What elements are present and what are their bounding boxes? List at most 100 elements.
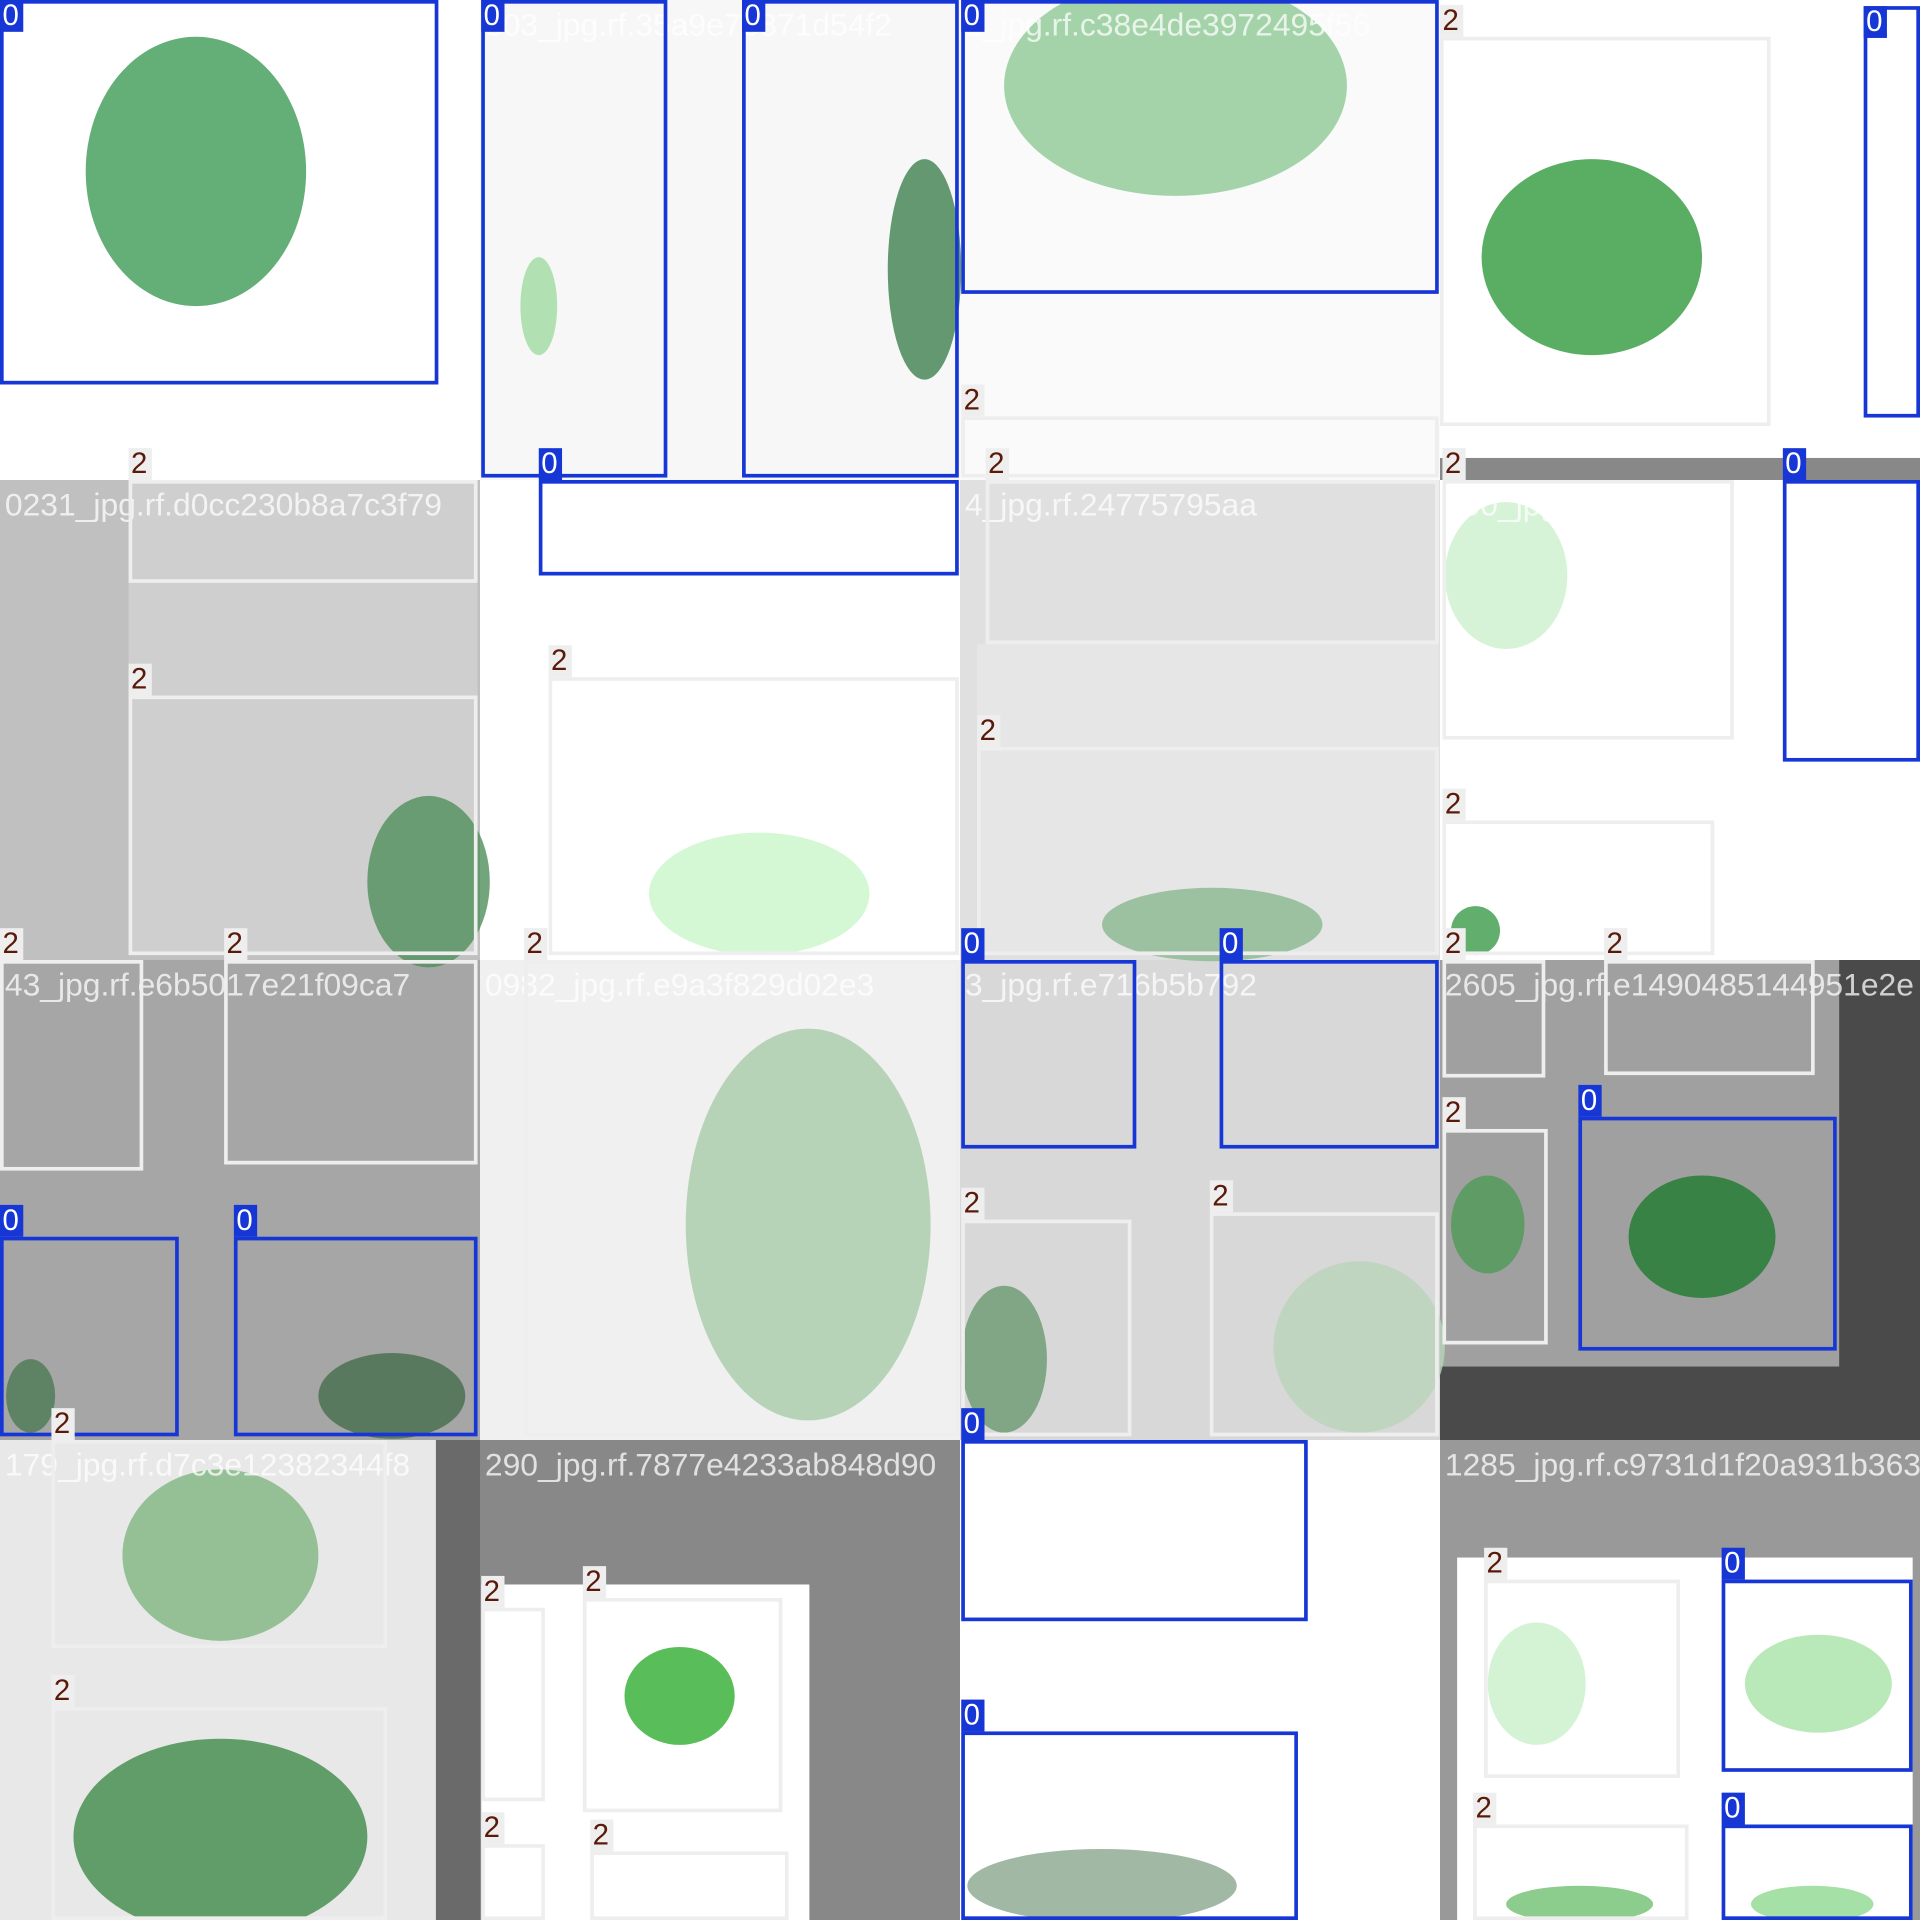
plot-surface [1628, 1175, 1776, 1298]
bounding-box [1578, 1116, 1837, 1351]
image-filename: 0231_jpg.rf.d0cc230b8a7c3f79 [5, 486, 442, 522]
bounding-box [1442, 960, 1546, 1078]
class-label: 2 [593, 1819, 609, 1852]
class-label: 2 [964, 383, 980, 416]
plot-surface [318, 1353, 466, 1439]
class-label: 0 [964, 0, 980, 32]
tile-background [480, 0, 960, 480]
label-tag [0, 1204, 24, 1237]
label-tag [1442, 1097, 1466, 1129]
bounding-box [128, 695, 478, 956]
bounding-box [0, 1236, 179, 1437]
bounding-box [548, 677, 959, 956]
bounding-box [233, 1236, 478, 1437]
plot-surface [1273, 1261, 1445, 1433]
plot-surface [85, 36, 307, 307]
class-label: 2 [1607, 927, 1623, 960]
label-tag [977, 715, 1001, 747]
image-filename: 0982_jpg.rf.e9a3f829d02e3 [485, 966, 874, 1002]
bounding-box [0, 0, 439, 385]
plot-surface [1744, 1634, 1892, 1733]
class-label: 0 [964, 1699, 980, 1732]
label-tag [481, 0, 505, 32]
plot-surface [961, 1285, 1047, 1433]
label-tag [1440, 4, 1464, 37]
plot-surface [367, 795, 490, 968]
image-filename: 50_jpg.rf.48dcf5418476b0a [5, 6, 393, 42]
class-label: 2 [964, 1187, 980, 1220]
tile-region [435, 1440, 480, 1920]
class-label: 0 [1866, 5, 1882, 38]
bounding-box [961, 1731, 1298, 1920]
label-tag [233, 1204, 258, 1237]
image-filename: 803_jpg.rf.35a9e7e871d54f2 [485, 6, 892, 42]
plot-surface [1004, 0, 1347, 196]
class-label: 0 [541, 447, 557, 480]
bounding-box [582, 1597, 783, 1813]
bounding-box [961, 416, 1439, 478]
label-tag [961, 1699, 985, 1732]
label-tag [51, 1675, 75, 1707]
bounding-box [481, 1607, 545, 1802]
class-label: 2 [1487, 1547, 1503, 1580]
class-label: 2 [2, 927, 18, 960]
class-label: 0 [964, 1407, 980, 1440]
plot-surface [887, 159, 962, 380]
image-filename: 179_jpg.rf.d7c3e12382344f8 [5, 1446, 410, 1482]
class-label: 2 [1476, 1792, 1492, 1825]
label-tag [481, 1812, 505, 1845]
class-label: 2 [585, 1565, 601, 1598]
class-label: 2 [54, 1407, 70, 1440]
label-tag [128, 663, 152, 696]
bounding-box [0, 959, 144, 1171]
label-tag [51, 1408, 75, 1440]
plot-surface [1444, 502, 1568, 649]
image-filename: 1285_jpg.rf.c9731d1f20a931b363 [1445, 1446, 1920, 1482]
plot-surface [1506, 1885, 1654, 1920]
label-tag [0, 0, 24, 32]
class-label: 2 [54, 1674, 70, 1707]
plot-surface [1751, 1885, 1874, 1920]
label-tag [224, 928, 248, 960]
bounding-box [742, 0, 959, 478]
label-tag [538, 448, 563, 480]
label-tag [1442, 788, 1466, 821]
class-label: 2 [1445, 447, 1461, 480]
label-tag [590, 1819, 614, 1852]
class-label: 2 [131, 663, 147, 696]
class-label: 2 [1445, 927, 1461, 960]
bounding-box [1604, 960, 1815, 1076]
bounding-box [481, 0, 668, 478]
label-tag [1473, 1792, 1497, 1825]
label-tag [961, 1187, 985, 1220]
class-label: 2 [484, 1811, 500, 1844]
class-label: 2 [1445, 787, 1461, 820]
bounding-box [1721, 1579, 1913, 1772]
tile-background [960, 1440, 1440, 1920]
bounding-box [961, 1440, 1308, 1622]
plot-surface [1481, 159, 1703, 356]
plot-surface [1451, 1175, 1525, 1274]
bounding-box [961, 0, 1439, 294]
bounding-box [985, 480, 1439, 645]
class-label: 2 [1445, 1096, 1461, 1129]
bounding-box [524, 960, 959, 1437]
label-tag [1578, 1084, 1602, 1117]
label-tag [1484, 1547, 1508, 1580]
image-filename: 300_jpg.rf.a1464a40910744 [1445, 486, 1843, 522]
image-filename: 290_jpg.rf.7877e4233ab848d90 [485, 1446, 936, 1482]
bounding-box [977, 746, 1439, 956]
bounding-box [1219, 960, 1439, 1149]
label-tag [1442, 448, 1466, 480]
bounding-box [224, 960, 478, 1165]
class-label: 2 [988, 447, 1004, 480]
label-tag [1721, 1792, 1745, 1825]
bounding-box [1484, 1579, 1680, 1778]
label-tag [985, 448, 1009, 480]
image-filename: 2_jpg.rf.c38e4de3972495f56 [965, 6, 1370, 42]
class-label: 2 [131, 447, 147, 480]
class-label: 0 [1581, 1084, 1597, 1117]
class-label: 0 [1724, 1547, 1740, 1580]
bounding-box [1782, 480, 1920, 762]
image-filename: 556_jpg.rf.e8e1c9f6570809 [1445, 6, 1833, 42]
